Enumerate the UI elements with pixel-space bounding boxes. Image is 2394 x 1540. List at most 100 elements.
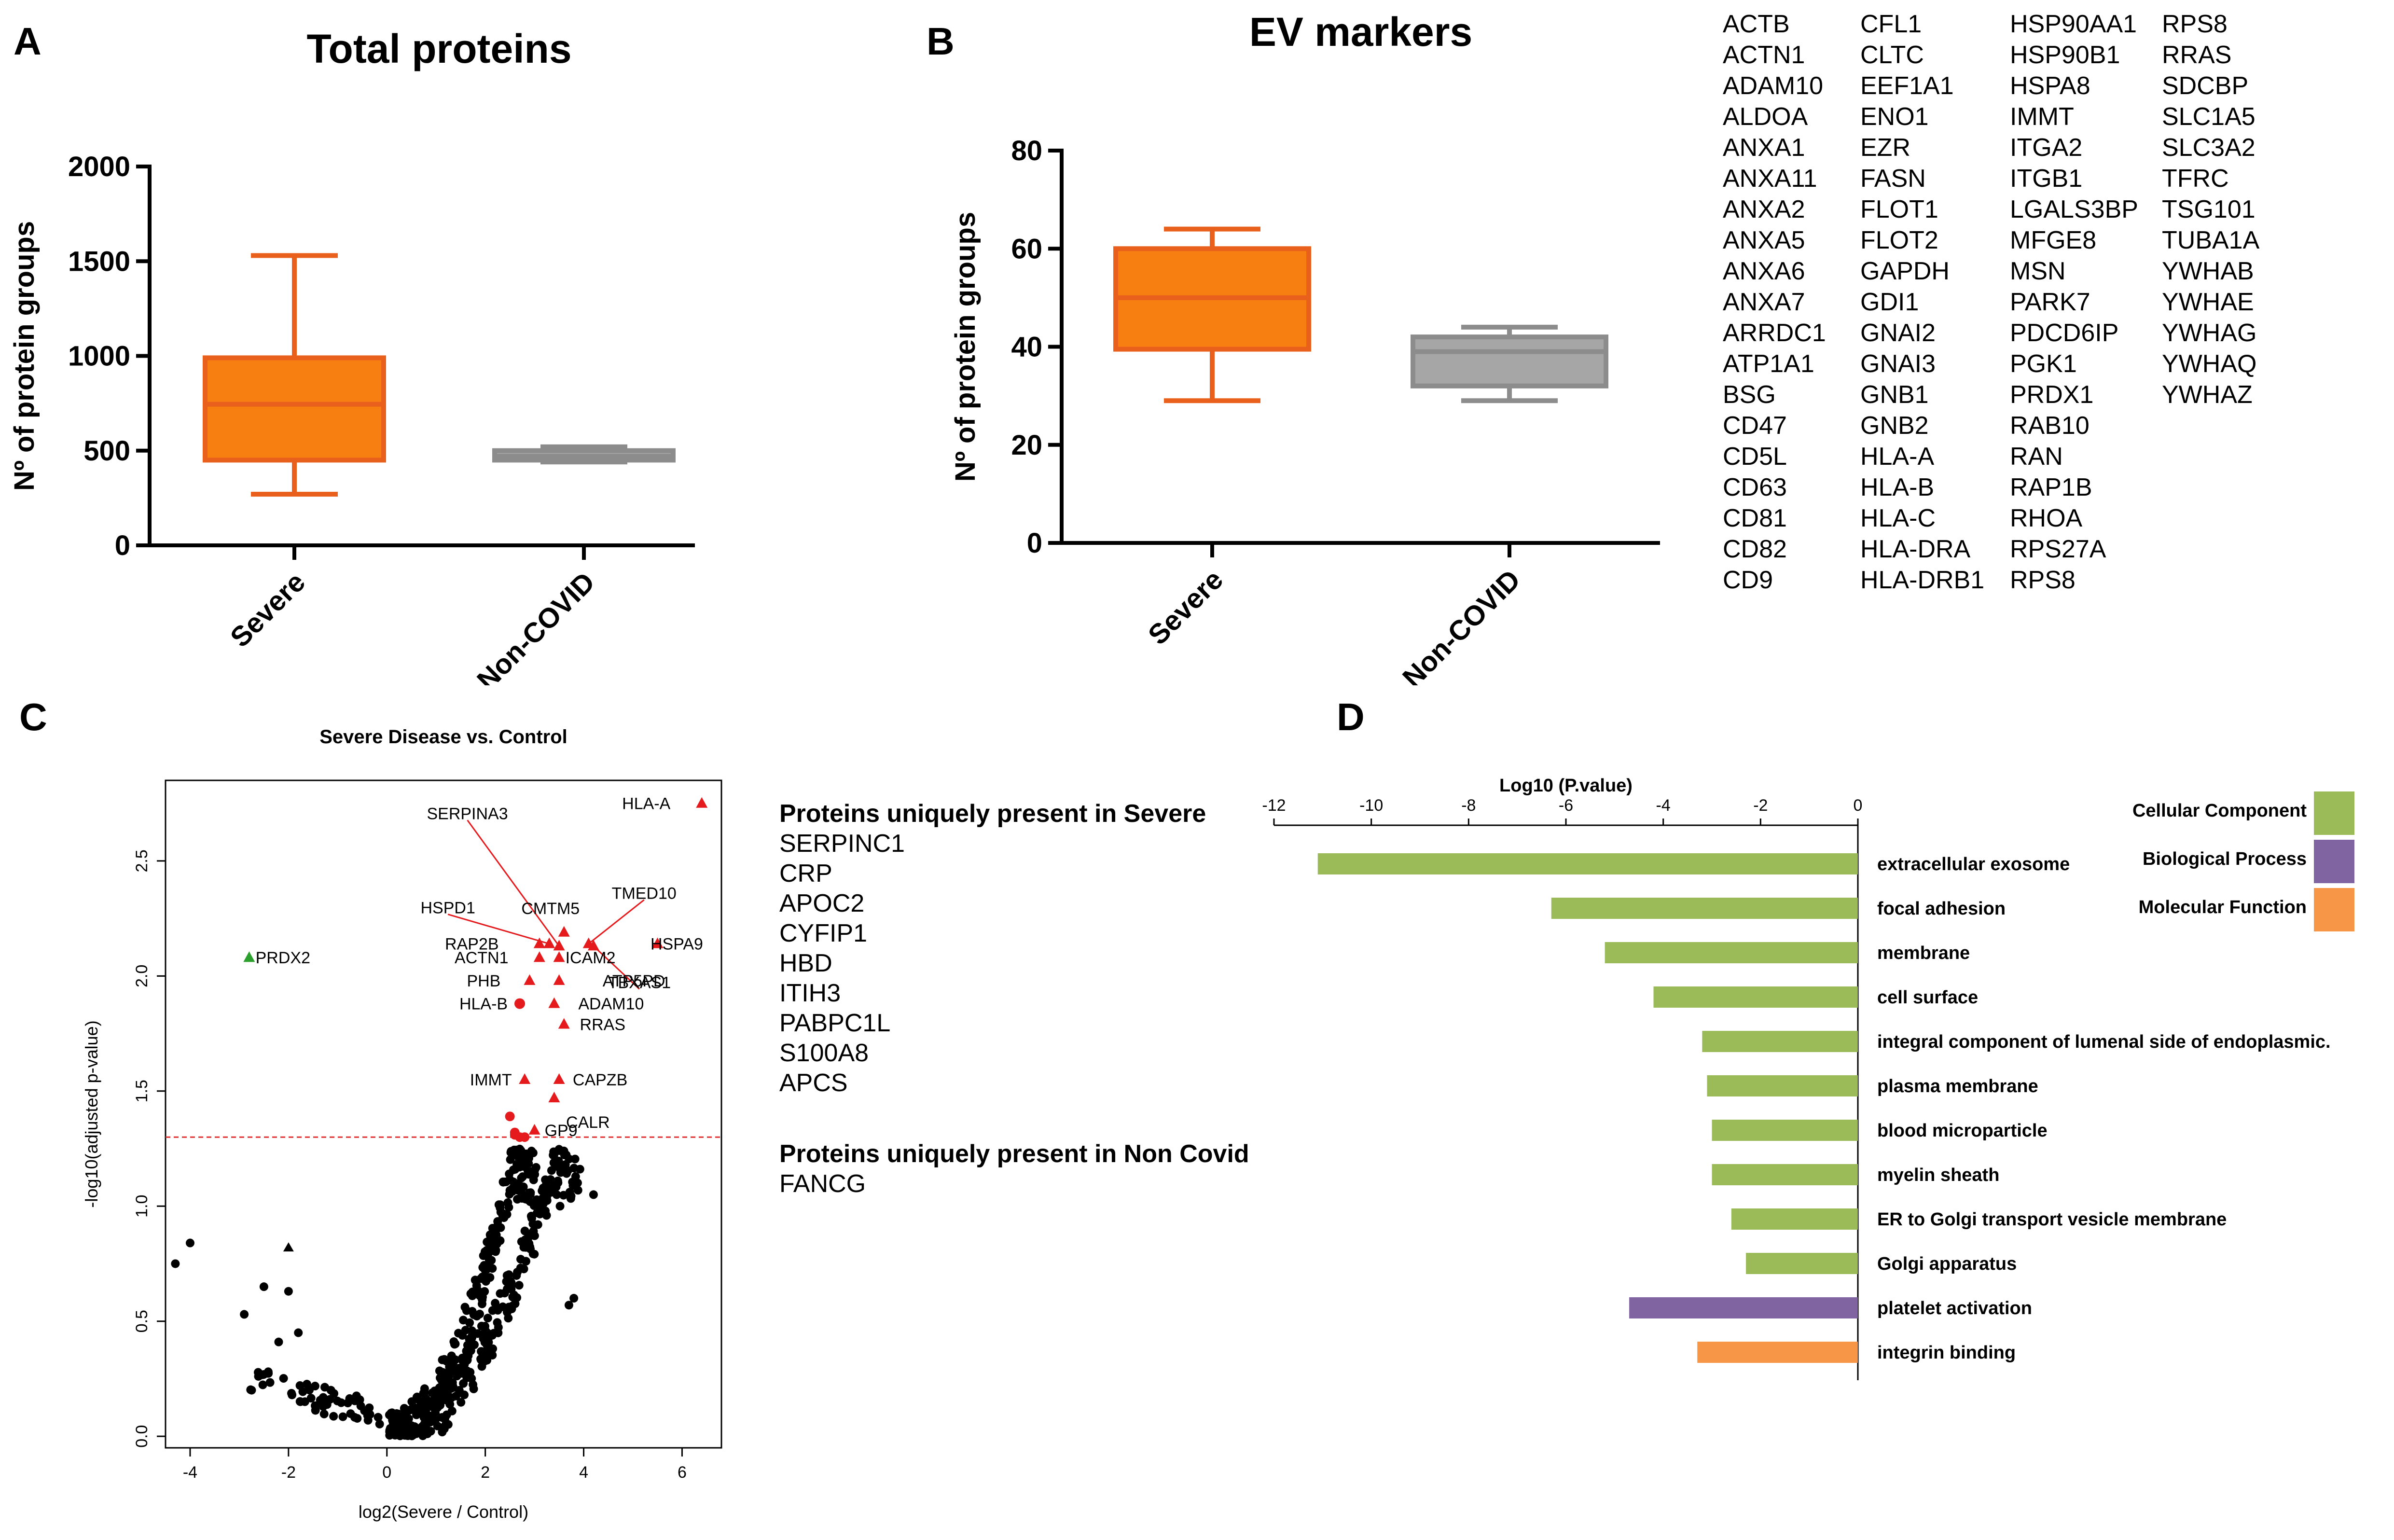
data-point xyxy=(480,1328,489,1337)
ev-marker-item: HLA-C xyxy=(1860,504,1936,532)
unique-protein-item: CRP xyxy=(779,860,832,888)
data-point xyxy=(486,1232,495,1241)
x-tick-label: -2 xyxy=(281,1463,296,1482)
data-point xyxy=(553,1178,562,1187)
ev-marker-item: TFRC xyxy=(2162,165,2229,193)
ev-marker-item: HSP90B1 xyxy=(2010,41,2120,69)
ev-marker-item: ITGB1 xyxy=(2010,165,2083,193)
unique-protein-item: APCS xyxy=(779,1069,848,1097)
panel-label-c: C xyxy=(19,695,47,738)
ev-marker-item: CD5L xyxy=(1723,443,1787,471)
ev-marker-item: CLTC xyxy=(1860,41,1924,69)
ev-marker-item: RPS8 xyxy=(2010,566,2076,594)
data-point xyxy=(420,1384,429,1393)
data-point xyxy=(492,1239,501,1249)
data-point xyxy=(424,1427,433,1436)
data-point xyxy=(258,1370,267,1379)
bar-myelin-sheath xyxy=(1712,1164,1858,1185)
ev-marker-item: HLA-A xyxy=(1860,443,1935,471)
point-adam10 xyxy=(548,997,560,1008)
data-point xyxy=(320,1395,330,1404)
ev-marker-item: GNAI2 xyxy=(1860,319,1936,347)
data-point xyxy=(555,1146,564,1155)
point-label-hla-a: HLA-A xyxy=(622,795,670,813)
box-non-covid xyxy=(1411,334,1608,388)
go-enrichment-bar-chart: Log10 (P.value) -12 -10 -8 -6 -4 -2 0 extracellu… xyxy=(1262,776,2354,1380)
volcano-plot: Severe Disease vs. Control -4 -2 0 2 4 6 0.0 0.5… xyxy=(82,726,722,1522)
data-point xyxy=(527,1214,536,1223)
data-point xyxy=(337,1398,346,1407)
data-point xyxy=(394,1409,403,1418)
data-point xyxy=(171,1259,180,1268)
y-tick-label: 0.0 xyxy=(133,1425,151,1448)
x-axis-label: log2(Severe / Control) xyxy=(359,1502,528,1522)
ev-marker-item: YWHAZ xyxy=(2162,381,2253,409)
chart-title: Severe Disease vs. Control xyxy=(319,726,567,748)
bar-cell-surface xyxy=(1653,986,1858,1008)
ev-marker-item: TSG101 xyxy=(2162,195,2256,223)
data-point xyxy=(258,1380,267,1389)
data-point xyxy=(528,1249,538,1259)
data-point xyxy=(562,1169,571,1178)
category-label: Golgi apparatus xyxy=(1877,1254,2017,1274)
bar-blood-microparticle xyxy=(1712,1120,1858,1141)
ev-marker-item: PRDX1 xyxy=(2010,381,2094,409)
data-point xyxy=(310,1382,319,1391)
point-tbxas1 xyxy=(587,940,599,951)
legend-swatch-molecular-function xyxy=(2314,888,2354,931)
ev-marker-item: EZR xyxy=(1860,134,1910,162)
data-point xyxy=(491,1299,500,1308)
ev-marker-item: SDCBP xyxy=(2162,72,2249,100)
ev-marker-column-2: CFL1 CLTC EEF1A1 ENO1 EZR FASN FLOT1 FLOT2 GAPDH… xyxy=(1860,9,1984,596)
point-icam2 xyxy=(553,951,565,962)
unique-protein-item: FANCG xyxy=(779,1170,866,1198)
x-tick-label: -2 xyxy=(1753,796,1768,815)
data-point xyxy=(529,1175,538,1184)
point-cmtm5 xyxy=(558,926,570,937)
bar-platelet-activation xyxy=(1629,1297,1858,1318)
data-point xyxy=(504,1303,513,1312)
point-label-tmed10: TMED10 xyxy=(612,885,677,903)
ev-marker-item: PDCD6IP xyxy=(2010,319,2119,347)
data-point xyxy=(471,1311,480,1320)
data-point xyxy=(530,1199,540,1208)
data-point xyxy=(573,1186,582,1195)
point-prdx2 xyxy=(243,951,255,962)
ev-marker-item: YWHAG xyxy=(2162,319,2257,347)
data-point xyxy=(469,1380,478,1389)
point-hla-a xyxy=(696,797,708,808)
data-point xyxy=(452,1368,461,1377)
data-point xyxy=(500,1178,509,1187)
data-point xyxy=(525,1230,534,1239)
data-point xyxy=(259,1282,268,1291)
category-label: myelin sheath xyxy=(1877,1165,1999,1185)
ev-marker-item: EEF1A1 xyxy=(1860,72,1954,100)
data-point xyxy=(390,1426,400,1435)
x-tick-label: 4 xyxy=(579,1463,588,1482)
data-point xyxy=(320,1383,330,1392)
x-tick-label: 0 xyxy=(1854,796,1863,815)
x-tick-label: -12 xyxy=(1262,796,1286,815)
data-point xyxy=(457,1398,466,1407)
ev-marker-item: ANXA1 xyxy=(1723,134,1805,162)
ev-marker-item: ANXA6 xyxy=(1723,257,1805,285)
data-point xyxy=(552,1161,561,1170)
data-point xyxy=(569,1294,579,1303)
significant-point xyxy=(510,1127,520,1138)
panel-label-b: B xyxy=(927,20,955,63)
data-point xyxy=(565,1154,574,1164)
x-tick-label: Severe xyxy=(224,566,312,653)
data-point xyxy=(288,1390,297,1400)
data-point xyxy=(433,1389,442,1399)
data-point xyxy=(524,1159,533,1168)
ev-marker-item: MSN xyxy=(2010,257,2066,285)
data-point xyxy=(473,1285,482,1294)
unique-severe-header: Proteins uniquely present in Severe xyxy=(779,800,1206,828)
ev-marker-item: ADAM10 xyxy=(1723,72,1824,100)
ev-marker-item: FLOT1 xyxy=(1860,195,1938,223)
significant-point xyxy=(520,1132,530,1142)
data-point xyxy=(445,1400,455,1409)
data-point xyxy=(246,1385,255,1394)
legend-label: Biological Process xyxy=(2143,849,2307,869)
x-tick-label: 6 xyxy=(678,1463,687,1482)
